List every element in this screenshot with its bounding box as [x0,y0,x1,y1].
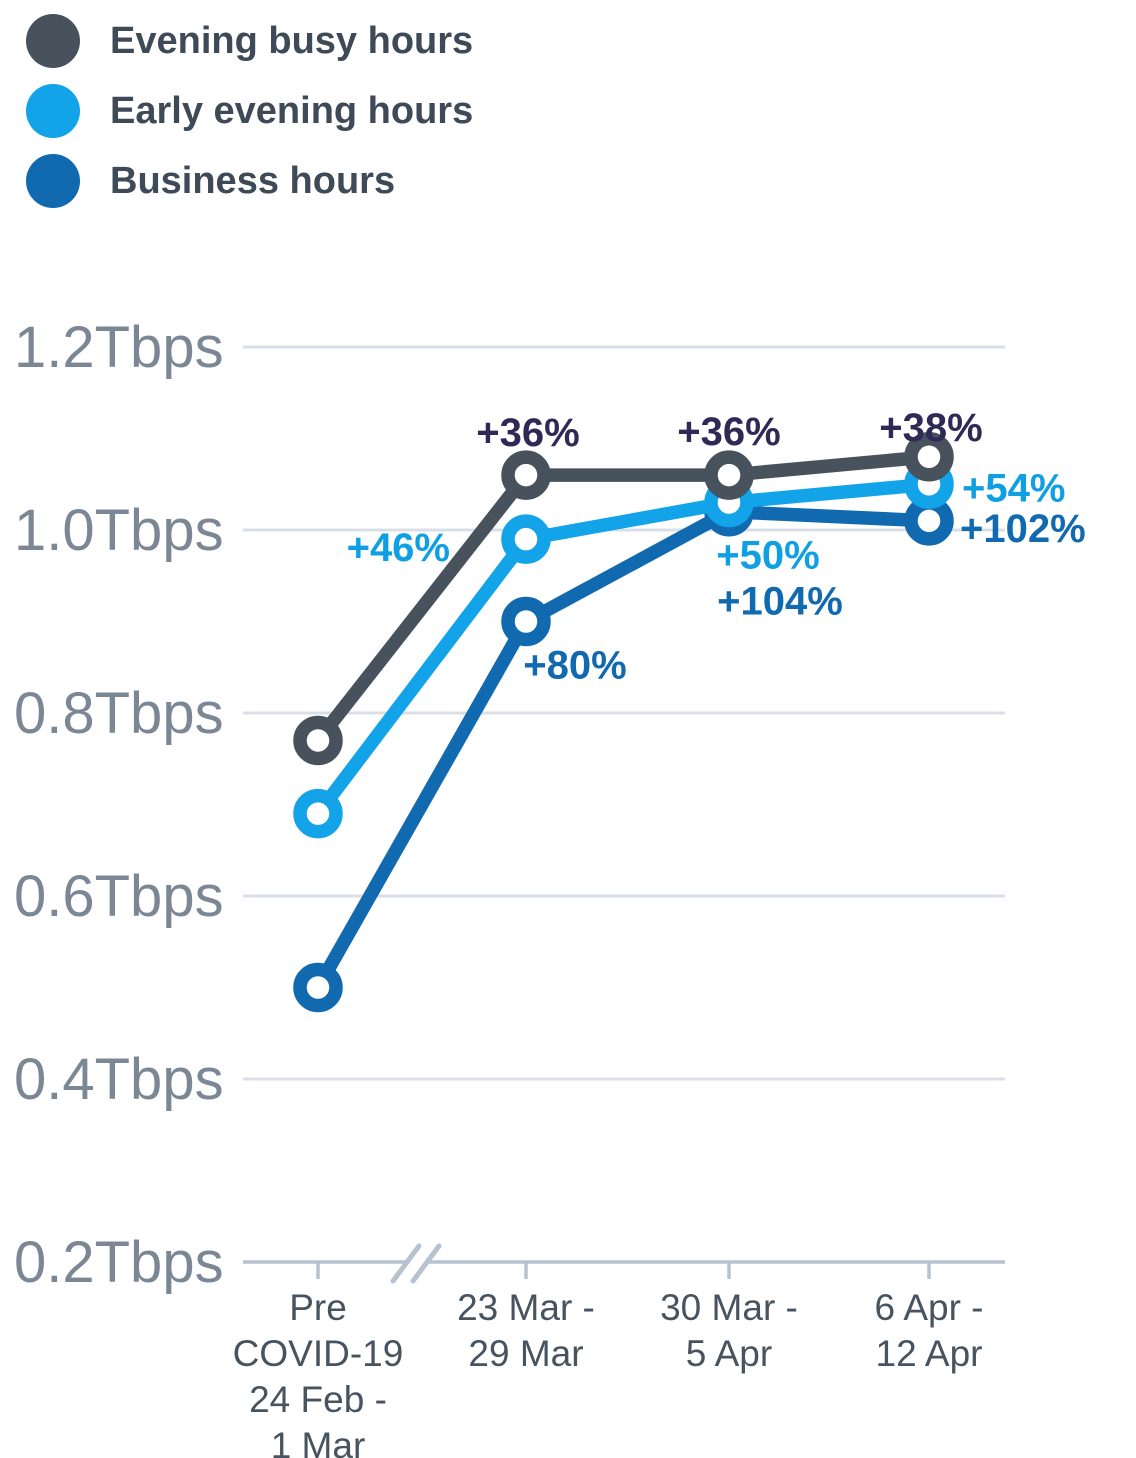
annotation-label-business-hours: +104% [717,580,843,624]
legend-color-dot-icon [26,84,80,138]
axis-break-icon [390,1243,422,1284]
data-point-marker-early-evening-hours [293,788,343,839]
data-point-marker-evening-busy-hours [704,450,754,500]
data-point-marker-evening-busy-hours [501,450,551,500]
series-line-evening-busy-hours [311,450,936,748]
x-axis-category-label: 30 Mar -5 Apr [660,1287,798,1374]
x-axis-category-label: 23 Mar -29 Mar [457,1287,595,1374]
y-axis-label-1.2Tbps: 1.2Tbps [14,315,224,380]
y-axis-label-1.0Tbps: 1.0Tbps [14,498,224,563]
legend-item-evening-busy: Evening busy hours [26,6,473,76]
annotation-label-business-hours: +80% [523,644,626,688]
annotation-label-early-evening-hours: +54% [962,466,1065,510]
data-point-marker-evening-busy-hours [293,715,343,766]
legend-color-dot-icon [26,154,80,208]
legend-color-dot-icon [26,14,80,68]
axis-break-icon [410,1243,442,1284]
y-axis-label-0.8Tbps: 0.8Tbps [14,681,224,746]
y-axis-label-0.4Tbps: 0.4Tbps [14,1047,224,1112]
data-point-marker-business-hours [293,962,343,1013]
annotation-label-business-hours: +102% [960,507,1086,551]
series-line-early-evening-hours [311,477,936,821]
x-axis-category-label: Pre COVID-19 24 Feb -1 Mar [233,1287,404,1458]
legend-item-label: Evening busy hours [110,19,474,62]
chart-legend: Evening busy hours Early evening hours B… [26,6,473,216]
annotation-label-evening-busy-hours: +36% [476,411,579,455]
legend-item-early-evening: Early evening hours [26,76,473,146]
series-line-business-hours [311,504,936,995]
annotation-label-early-evening-hours: +50% [716,534,819,578]
data-point-marker-evening-busy-hours [904,432,954,482]
annotation-label-early-evening-hours: +46% [347,526,450,570]
annotation-label-evening-busy-hours: +36% [677,410,780,454]
y-axis-label-0.2Tbps: 0.2Tbps [14,1230,224,1295]
legend-item-business: Business hours [26,146,473,216]
legend-item-label: Early evening hours [110,89,474,132]
y-axis-label-0.6Tbps: 0.6Tbps [14,864,224,929]
x-axis-category-label: 6 Apr -12 Apr [875,1287,984,1374]
data-point-marker-early-evening-hours [501,514,551,564]
legend-item-label: Business hours [110,159,396,202]
annotation-label-evening-busy-hours: +38% [879,406,982,450]
data-point-marker-business-hours [501,596,551,647]
